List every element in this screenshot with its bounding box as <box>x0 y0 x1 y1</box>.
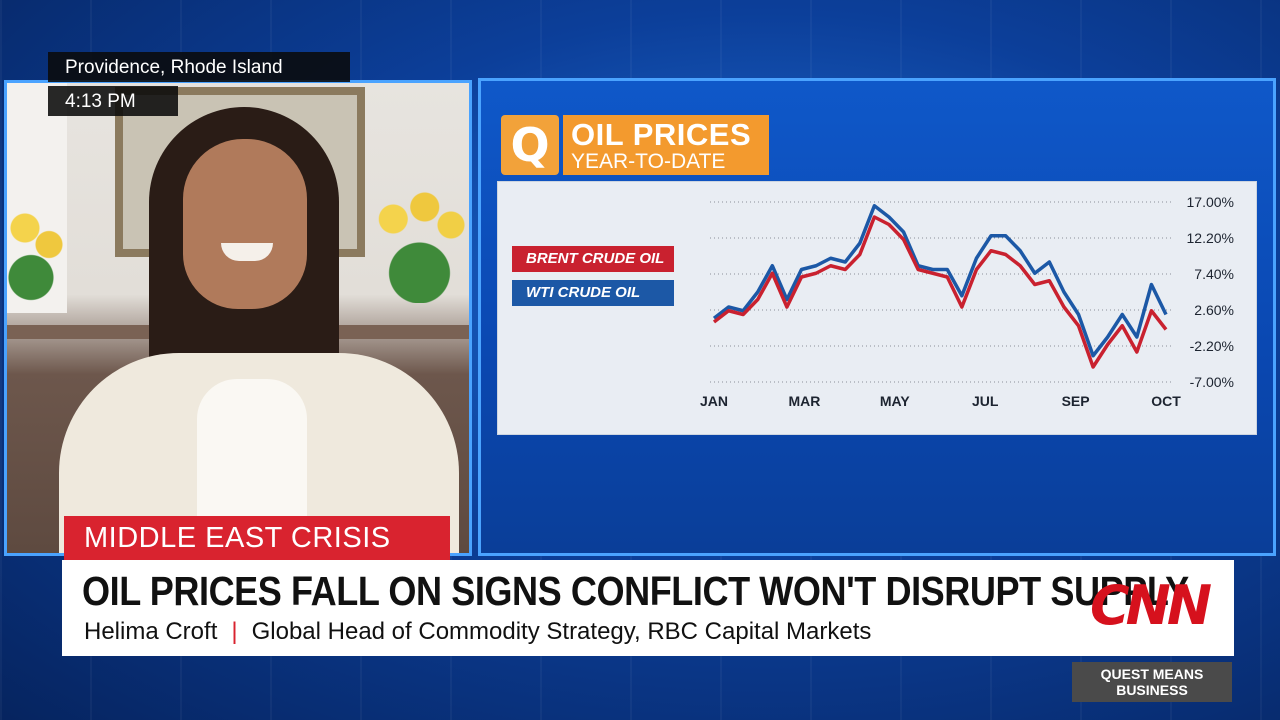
lower-third: OIL PRICES FALL ON SIGNS CONFLICT WON'T … <box>62 560 1234 656</box>
headline: OIL PRICES FALL ON SIGNS CONFLICT WON'T … <box>82 568 1189 614</box>
guest-title: Global Head of Commodity Strategy, RBC C… <box>251 618 872 645</box>
line-chart: 17.00% 12.20% 7.40% 2.60% -2.20% -7.00% JAN MAR… <box>700 194 1234 409</box>
show-logo: Q <box>501 115 559 175</box>
chart-subtitle: YEAR-TO-DATE <box>571 150 726 173</box>
story-tag: MIDDLE EAST CRISIS <box>64 516 450 560</box>
flowers-left <box>7 195 67 305</box>
legend-brent: BRENT CRUDE OIL <box>512 246 674 272</box>
guest-name: Helima Croft <box>84 618 218 645</box>
flowers-right <box>367 183 469 303</box>
y-tick-label: 7.40% <box>1194 266 1234 282</box>
x-tick-label: SEP <box>1062 393 1090 409</box>
guest-face <box>183 139 307 309</box>
y-tick-label: 17.00% <box>1187 194 1234 210</box>
guest-video-feed <box>4 80 472 556</box>
cnn-logo: CNN <box>1090 574 1212 637</box>
y-tick-label: -7.00% <box>1190 374 1234 390</box>
show-logo-letter: Q <box>510 118 550 172</box>
location-tag: Providence, Rhode Island <box>48 52 350 82</box>
legend-wti: WTI CRUDE OIL <box>512 280 674 306</box>
y-tick-label: 2.60% <box>1194 302 1234 318</box>
graphic-title-box: OIL PRICES YEAR-TO-DATE <box>563 115 769 175</box>
guest-separator: | <box>231 618 238 645</box>
guest-line: Helima Croft | Global Head of Commodity St… <box>84 618 871 646</box>
y-tick-label: 12.20% <box>1187 230 1234 246</box>
series-line-brent <box>712 215 1168 369</box>
chart-title: OIL PRICES <box>571 117 752 152</box>
x-tick-label: MAR <box>788 393 820 409</box>
chart-graphic: Q OIL PRICES YEAR-TO-DATE 17.00% 12.20% 7.… <box>478 78 1276 556</box>
series-line-wti <box>712 204 1168 358</box>
x-tick-label: OCT <box>1151 393 1181 409</box>
guest-smile <box>221 243 273 261</box>
chart-card: 17.00% 12.20% 7.40% 2.60% -2.20% -7.00% JAN MAR… <box>497 181 1257 435</box>
x-tick-label: JUL <box>972 393 999 409</box>
x-tick-label: MAY <box>880 393 910 409</box>
x-tick-label: JAN <box>700 393 728 409</box>
y-tick-label: -2.20% <box>1190 338 1234 354</box>
time-tag: 4:13 PM <box>48 86 178 116</box>
show-name-tag: QUEST MEANS BUSINESS <box>1072 662 1232 702</box>
